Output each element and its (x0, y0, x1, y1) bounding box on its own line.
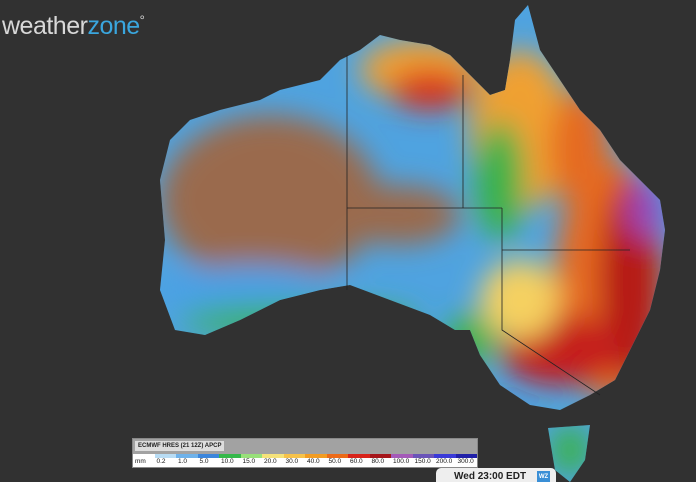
timestamp: Wed 23:00 EDT (454, 471, 527, 482)
legend-label: 50.0 (328, 458, 342, 465)
legend-label: 0.2 (156, 458, 166, 465)
legend-label: 5.0 (199, 458, 209, 465)
timestamp-panel: Wed 23:00 EDT WZ (436, 468, 556, 482)
wz-badge-icon[interactable]: WZ (537, 471, 550, 482)
legend-label: 40.0 (307, 458, 320, 465)
legend-title: ECMWF HRES (21 12Z) APCP (135, 441, 225, 451)
legend-swatch (176, 454, 198, 458)
legend-label: 150.0 (414, 458, 431, 465)
legend-swatch (369, 454, 391, 458)
legend-swatch (283, 454, 305, 458)
legend-swatch (240, 454, 262, 458)
precipitation-legend: ECMWF HRES (21 12Z) APCP mm 0.2 1.0 5.0 10.… (132, 438, 478, 468)
legend-swatch (154, 454, 176, 458)
weatherzone-logo[interactable]: weatherzone° (2, 12, 145, 41)
legend-label: 1.0 (178, 458, 188, 465)
state-borders (346, 55, 630, 396)
legend-label: 80.0 (371, 458, 385, 465)
legend-swatch (326, 454, 348, 458)
legend-swatch (348, 454, 370, 458)
legend-swatch (197, 454, 219, 458)
legend-label: 15.0 (242, 458, 256, 465)
legend-label: 300.0 (457, 458, 474, 465)
logo-degree: ° (139, 12, 145, 28)
legend-labels: mm 0.2 1.0 5.0 10.0 15.0 20.0 30.0 40.0 50.0 60.0… (133, 458, 477, 467)
legend-swatch (455, 454, 477, 458)
legend-label: 200.0 (436, 458, 453, 465)
legend-swatch (219, 454, 241, 458)
legend-unit: mm (135, 458, 146, 465)
legend-swatch (305, 454, 327, 458)
legend-swatch (412, 454, 434, 458)
legend-label: 100.0 (393, 458, 410, 465)
legend-label: 60.0 (350, 458, 363, 465)
rainfall-field (160, 5, 665, 482)
logo-text: weather (2, 12, 88, 40)
legend-label: 20.0 (264, 458, 277, 465)
legend-label: 10.0 (221, 458, 234, 465)
legend-swatch (133, 454, 155, 458)
legend-label: 30.0 (285, 458, 299, 465)
legend-swatch (434, 454, 456, 458)
logo-text-accent: zone (87, 12, 140, 40)
legend-swatch (391, 454, 413, 458)
legend-color-bar (133, 454, 477, 458)
legend-swatch (262, 454, 284, 458)
